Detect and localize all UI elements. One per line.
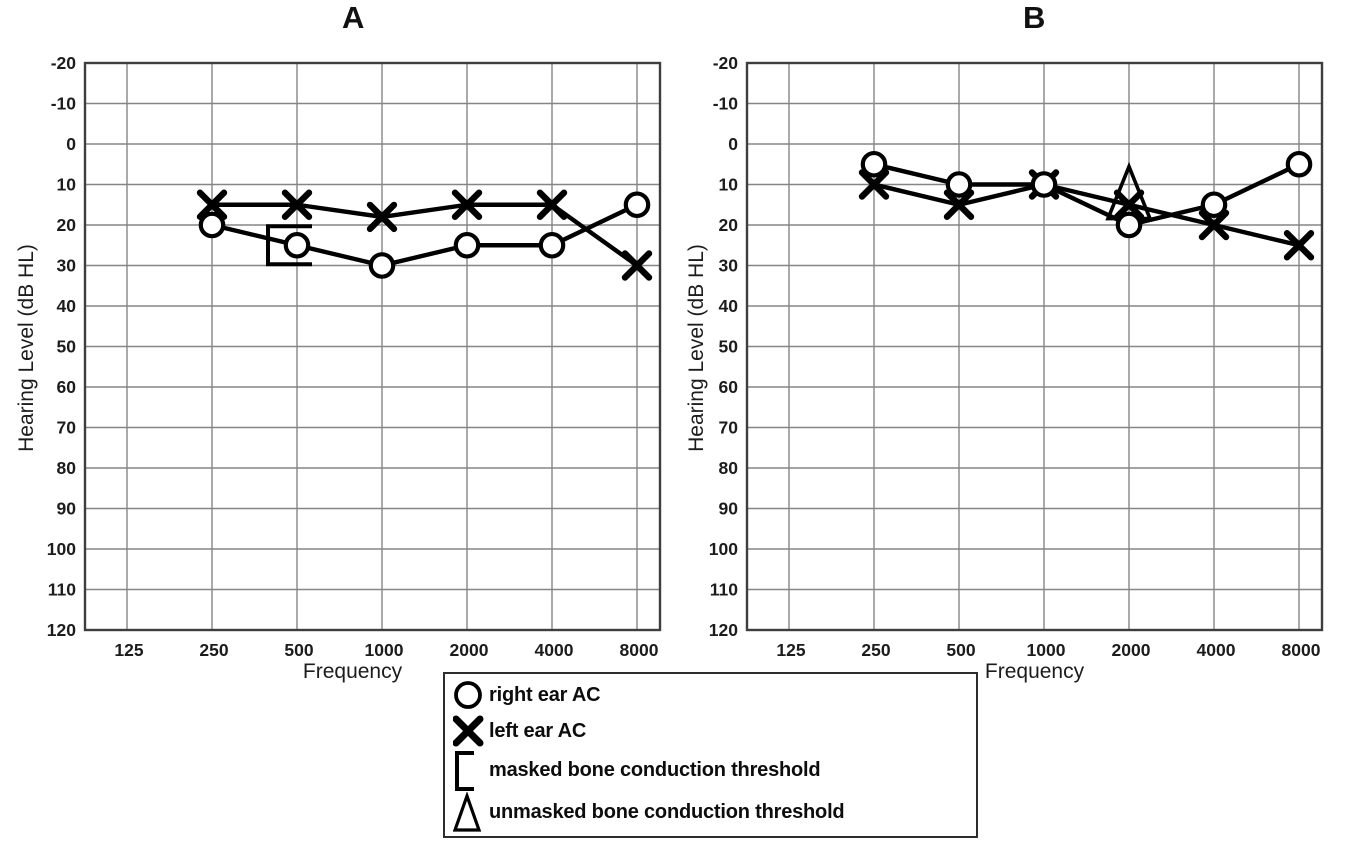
svg-text:120: 120 — [709, 620, 738, 640]
svg-text:500: 500 — [946, 640, 975, 660]
unmasked-bc-triangle-icon — [453, 791, 485, 834]
legend-item-label: right ear AC — [489, 683, 601, 706]
svg-text:30: 30 — [719, 256, 739, 276]
svg-text:125: 125 — [776, 640, 805, 660]
legend-item-label: left ear AC — [489, 719, 587, 742]
svg-text:80: 80 — [719, 458, 739, 478]
svg-text:10: 10 — [57, 175, 77, 195]
svg-text:-10: -10 — [713, 94, 739, 114]
svg-text:70: 70 — [57, 418, 77, 438]
legend-item-left-ear: left ear AC — [453, 713, 968, 749]
svg-text:2000: 2000 — [450, 640, 489, 660]
svg-text:-20: -20 — [713, 53, 739, 73]
legend-item-label: unmasked bone conduction threshold — [489, 801, 845, 824]
svg-text:30: 30 — [57, 256, 77, 276]
svg-text:1000: 1000 — [365, 640, 404, 660]
legend-item-unmasked-bc: unmasked bone conduction threshold — [453, 791, 968, 834]
panel-b-plot: -20 -10 0 10 20 30 40 50 60 70 80 90 100 110 120 125 250… — [709, 53, 1324, 660]
left-ear-x-icon — [453, 713, 485, 749]
svg-text:20: 20 — [719, 215, 739, 235]
svg-text:8000: 8000 — [1282, 640, 1321, 660]
legend: right ear AC left ear AC masked bone con… — [443, 672, 978, 838]
panel-a-y-axis-label: Hearing Level (dB HL) — [15, 244, 38, 452]
svg-text:500: 500 — [284, 640, 313, 660]
legend-item-masked-bc: masked bone conduction threshold — [453, 750, 968, 792]
svg-text:110: 110 — [710, 580, 738, 600]
legend-item-label: masked bone conduction threshold — [489, 759, 821, 782]
svg-text:1000: 1000 — [1027, 640, 1066, 660]
svg-text:2000: 2000 — [1112, 640, 1151, 660]
legend-item-right-ear: right ear AC — [453, 677, 968, 713]
svg-text:100: 100 — [709, 539, 738, 559]
svg-text:250: 250 — [861, 640, 890, 660]
svg-text:50: 50 — [57, 337, 77, 357]
svg-text:60: 60 — [719, 377, 739, 397]
svg-text:110: 110 — [48, 580, 76, 600]
panel-b-x-axis-label: Frequency — [984, 660, 1085, 683]
svg-text:10: 10 — [719, 175, 739, 195]
svg-text:20: 20 — [57, 215, 77, 235]
svg-text:50: 50 — [719, 337, 739, 357]
svg-text:4000: 4000 — [1197, 640, 1236, 660]
panel-a-plot: -20 -10 0 10 20 30 40 50 60 70 80 90 100 110 120 125 250… — [47, 53, 662, 660]
svg-text:90: 90 — [719, 499, 739, 519]
panel-a-x-axis-label: Frequency — [302, 660, 403, 683]
svg-text:90: 90 — [57, 499, 77, 519]
svg-text:80: 80 — [57, 458, 77, 478]
svg-text:125: 125 — [114, 640, 143, 660]
svg-text:0: 0 — [66, 134, 76, 154]
svg-text:4000: 4000 — [535, 640, 574, 660]
right-ear-circle-icon — [453, 677, 485, 713]
svg-text:0: 0 — [728, 134, 738, 154]
masked-bc-bracket-icon — [453, 750, 485, 792]
panel-b-title: B — [1023, 0, 1046, 35]
svg-text:8000: 8000 — [620, 640, 659, 660]
svg-text:70: 70 — [719, 418, 739, 438]
svg-text:40: 40 — [719, 296, 739, 316]
svg-text:-10: -10 — [51, 94, 77, 114]
svg-text:100: 100 — [47, 539, 76, 559]
svg-text:120: 120 — [47, 620, 76, 640]
svg-text:-20: -20 — [51, 53, 77, 73]
svg-text:60: 60 — [57, 377, 77, 397]
svg-text:250: 250 — [199, 640, 228, 660]
svg-text:40: 40 — [57, 296, 77, 316]
panel-a-title: A — [342, 0, 365, 35]
